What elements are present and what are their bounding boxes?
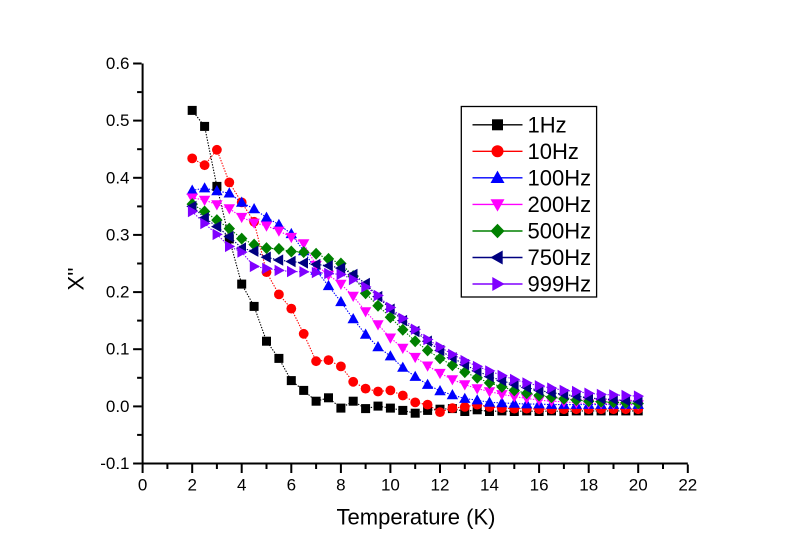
svg-text:999Hz: 999Hz [528, 272, 592, 297]
svg-text:100Hz: 100Hz [528, 165, 592, 190]
svg-text:0: 0 [138, 476, 147, 495]
svg-text:-0.1: -0.1 [100, 454, 129, 473]
svg-text:6: 6 [287, 476, 296, 495]
svg-text:12: 12 [431, 476, 450, 495]
svg-text:0.6: 0.6 [106, 54, 130, 73]
svg-text:20: 20 [629, 476, 648, 495]
svg-text:500Hz: 500Hz [528, 219, 592, 244]
svg-text:16: 16 [530, 476, 549, 495]
svg-text:0.1: 0.1 [106, 340, 130, 359]
svg-text:750Hz: 750Hz [528, 245, 592, 270]
svg-text:X'': X'' [64, 267, 89, 290]
svg-text:200Hz: 200Hz [528, 192, 592, 217]
svg-text:18: 18 [579, 476, 598, 495]
svg-text:1Hz: 1Hz [528, 112, 567, 137]
svg-text:4: 4 [237, 476, 246, 495]
svg-text:2: 2 [187, 476, 196, 495]
svg-text:0.0: 0.0 [106, 397, 130, 416]
svg-text:22: 22 [678, 476, 697, 495]
svg-text:0.4: 0.4 [106, 168, 130, 187]
svg-text:0.3: 0.3 [106, 225, 130, 244]
svg-text:14: 14 [480, 476, 499, 495]
svg-text:8: 8 [336, 476, 345, 495]
svg-text:10Hz: 10Hz [528, 139, 579, 164]
svg-text:0.2: 0.2 [106, 283, 130, 302]
svg-text:Temperature (K): Temperature (K) [337, 505, 496, 530]
svg-text:10: 10 [381, 476, 400, 495]
svg-text:0.5: 0.5 [106, 111, 130, 130]
